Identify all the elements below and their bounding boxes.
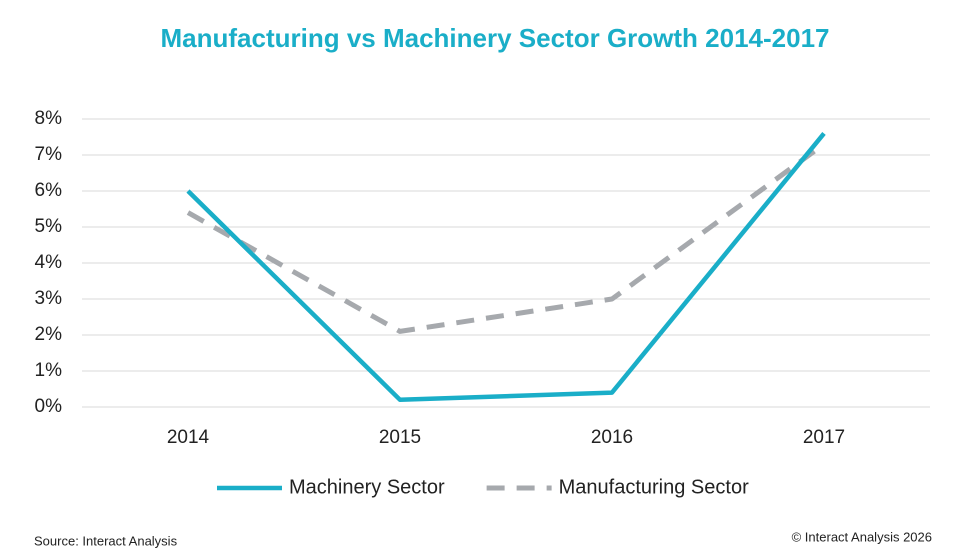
y-tick-label: 7% [35,144,63,165]
x-tick-label: 2016 [591,427,633,448]
y-tick-label: 5% [35,216,63,237]
chart-title: Manufacturing vs Machinery Sector Growth… [161,23,830,53]
source-note: Source: Interact Analysis [34,533,178,548]
y-tick-label: 3% [35,288,63,309]
x-tick-label: 2015 [379,427,421,448]
y-tick-label: 2% [35,324,63,345]
legend-label: Manufacturing Sector [559,476,749,498]
y-tick-label: 1% [35,360,63,381]
copyright-note: © Interact Analysis 2026 [792,529,932,544]
line [186,142,826,334]
line [186,131,826,403]
legend-label: Machinery Sector [289,476,445,498]
x-tick-label: 2017 [803,427,845,448]
x-tick-label: 2014 [167,427,210,448]
y-tick-label: 4% [35,252,63,273]
y-tick-label: 8% [35,108,63,129]
y-tick-label: 6% [35,180,63,201]
y-tick-label: 0% [35,396,63,417]
